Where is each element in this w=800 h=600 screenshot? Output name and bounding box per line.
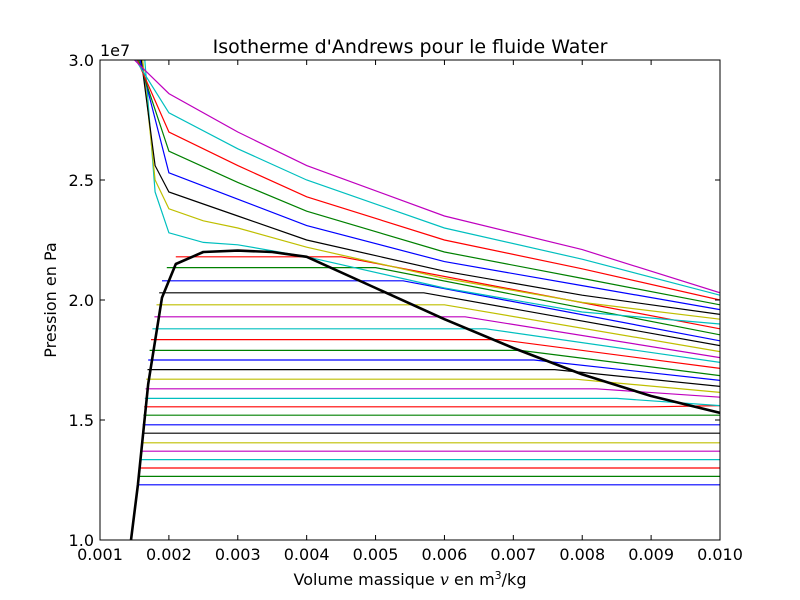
- y-offset-label: 1e7: [100, 41, 130, 60]
- x-axis-label-mid: en m: [449, 570, 495, 589]
- saturation-curve: [129, 249, 720, 540]
- ticks-layer: 0.001 0.002 0.003 0.004 0.005 0.006 0.007 0.008…: [69, 51, 743, 564]
- x-tick-label-3: 0.003: [215, 545, 261, 564]
- isotherm-line-24: [175, 256, 720, 330]
- y-tick-label-5: 3.0: [69, 51, 94, 70]
- isotherm-line-26: [142, 60, 720, 320]
- isotherm-line-12: [145, 388, 720, 398]
- x-axis-label-suffix: /kg: [502, 570, 527, 589]
- x-tick-label-10: 0.010: [697, 545, 743, 564]
- x-tick-label-5: 0.005: [353, 545, 399, 564]
- x-tick-label-2: 0.002: [146, 545, 192, 564]
- isotherm-line-20: [156, 304, 720, 353]
- y-tick-label-2: 1.5: [69, 411, 94, 430]
- isotherm-line-29: [138, 60, 720, 306]
- isotherm-line-28: [139, 60, 720, 311]
- x-axis-label-prefix: Volume massique: [294, 570, 440, 589]
- isotherm-line-17: [151, 339, 720, 369]
- x-tick-label-8: 0.008: [559, 545, 605, 564]
- isotherm-line-21: [159, 292, 720, 347]
- isotherm-line-13: [146, 378, 720, 393]
- isotherm-line-18: [152, 328, 720, 363]
- series-layer: [129, 60, 720, 540]
- y-axis-label: Pression en Pa: [41, 242, 60, 357]
- isotherm-line-31: [135, 60, 720, 296]
- isotherm-line-27: [140, 60, 720, 315]
- isotherm-line-15: [148, 359, 720, 381]
- isotherm-line-25: [144, 60, 720, 325]
- isotherm-line-14: [147, 369, 720, 387]
- y-tick-label-3: 2.0: [69, 291, 94, 310]
- isotherm-line-22: [162, 280, 720, 342]
- x-axis-label: Volume massique v en m3/kg: [294, 569, 527, 589]
- y-tick-label-1: 1.0: [69, 531, 94, 550]
- x-tick-label-9: 0.009: [628, 545, 674, 564]
- isotherm-line-23: [166, 267, 720, 336]
- isotherm-line-32: [133, 60, 720, 294]
- y-tick-label-4: 2.5: [69, 171, 94, 190]
- chart-title: Isotherme d'Andrews pour le fluide Water: [213, 36, 608, 58]
- x-axis-label-sup: 3: [495, 569, 502, 582]
- plot-area: [129, 60, 720, 540]
- x-tick-label-7: 0.007: [490, 545, 536, 564]
- isotherm-line-30: [136, 60, 720, 301]
- x-axis-label-var: v: [440, 570, 449, 589]
- isotherm-line-19: [154, 316, 720, 359]
- x-tick-label-1: 0.001: [77, 545, 123, 564]
- x-tick-label-4: 0.004: [284, 545, 330, 564]
- x-tick-label-6: 0.006: [422, 545, 468, 564]
